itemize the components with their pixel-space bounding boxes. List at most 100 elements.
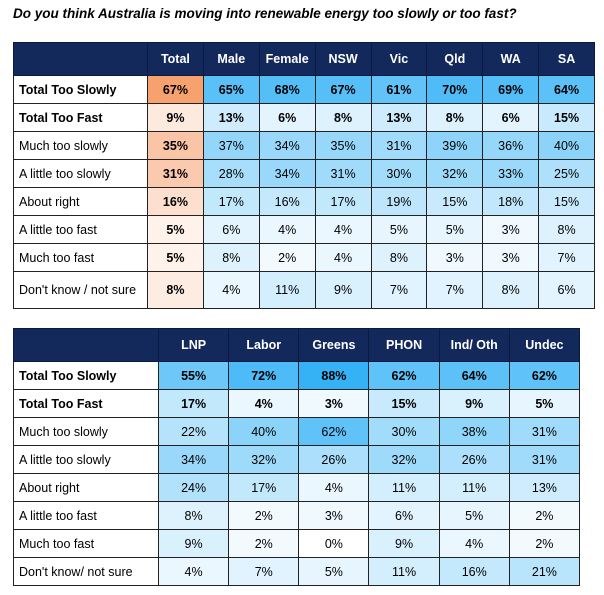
value-cell: 9% — [438, 389, 510, 418]
table-row: About right 24% 17% 4% 11% 11% 13% — [13, 473, 581, 502]
value-cell: 0% — [298, 529, 370, 558]
value-cell: 36% — [482, 131, 540, 160]
value-cell: 3% — [482, 215, 540, 244]
value-cell: 30% — [368, 417, 440, 446]
value-cell: 5% — [438, 501, 510, 530]
column-header: NSW — [314, 42, 372, 76]
value-cell: 88% — [298, 361, 370, 390]
value-cell: 5% — [147, 215, 204, 244]
column-header: PHON — [368, 328, 440, 362]
value-cell: 16% — [147, 187, 204, 216]
value-cell: 18% — [482, 187, 540, 216]
column-header: WA — [482, 42, 540, 76]
row-label: Much too slowly — [13, 417, 159, 446]
table-row: A little too fast 8% 2% 3% 6% 5% 2% — [13, 501, 581, 530]
value-cell: 4% — [228, 389, 300, 418]
value-cell: 38% — [438, 417, 510, 446]
value-cell: 67% — [147, 75, 204, 104]
table-row: A little too fast 5% 6% 4% 4% 5% 5% 3% 8% — [13, 215, 595, 244]
table-row: Total Too Fast 17% 4% 3% 15% 9% 5% — [13, 389, 581, 418]
value-cell: 17% — [157, 389, 230, 418]
row-label: Total Too Slowly — [13, 361, 159, 390]
column-header: Labor — [228, 328, 300, 362]
column-header: Ind/ Oth — [438, 328, 510, 362]
value-cell: 8% — [157, 501, 230, 530]
value-cell: 11% — [258, 271, 316, 309]
value-cell: 15% — [368, 389, 440, 418]
value-cell: 31% — [147, 159, 204, 188]
row-label: Don't know/ not sure — [13, 557, 159, 586]
value-cell: 2% — [228, 529, 300, 558]
value-cell: 34% — [157, 445, 230, 474]
value-cell: 33% — [482, 159, 540, 188]
value-cell: 2% — [258, 243, 316, 272]
value-cell: 34% — [258, 159, 316, 188]
row-label: Don't know / not sure — [13, 271, 148, 309]
value-cell: 7% — [370, 271, 428, 309]
value-cell: 70% — [426, 75, 484, 104]
row-label: A little too fast — [13, 501, 159, 530]
row-label: About right — [13, 187, 148, 216]
table-row: About right 16% 17% 16% 17% 19% 15% 18% 15% — [13, 187, 595, 216]
row-label: Much too fast — [13, 243, 148, 272]
results-by-demographic-table: Total Male Female NSW Vic Qld WA SA Total Too Sl… — [13, 42, 595, 309]
value-cell: 7% — [538, 243, 595, 272]
row-label: Total Too Fast — [13, 103, 148, 132]
table-row: A little too slowly 31% 28% 34% 31% 30% 32% 33%… — [13, 159, 595, 188]
value-cell: 15% — [538, 103, 595, 132]
value-cell: 5% — [426, 215, 484, 244]
table-row: Much too fast 9% 2% 0% 9% 4% 2% — [13, 529, 581, 558]
value-cell: 11% — [368, 473, 440, 502]
value-cell: 31% — [370, 131, 428, 160]
value-cell: 2% — [228, 501, 300, 530]
value-cell: 25% — [538, 159, 595, 188]
value-cell: 4% — [298, 473, 370, 502]
value-cell: 37% — [202, 131, 260, 160]
row-label: Much too slowly — [13, 131, 148, 160]
table-row: Total Too Slowly 55% 72% 88% 62% 64% 62% — [13, 361, 581, 390]
value-cell: 4% — [438, 529, 510, 558]
column-header: Qld — [426, 42, 484, 76]
column-header: Total — [147, 42, 204, 76]
value-cell: 5% — [298, 557, 370, 586]
value-cell: 31% — [508, 417, 581, 446]
column-header: Undec — [508, 328, 581, 362]
value-cell: 68% — [258, 75, 316, 104]
row-label: Much too fast — [13, 529, 159, 558]
value-cell: 30% — [370, 159, 428, 188]
value-cell: 67% — [314, 75, 372, 104]
value-cell: 4% — [258, 215, 316, 244]
column-header: Greens — [298, 328, 370, 362]
value-cell: 5% — [508, 389, 581, 418]
value-cell: 9% — [314, 271, 372, 309]
value-cell: 5% — [147, 243, 204, 272]
row-label: Total Too Slowly — [13, 75, 148, 104]
value-cell: 6% — [202, 215, 260, 244]
value-cell: 4% — [314, 243, 372, 272]
column-header: Male — [202, 42, 260, 76]
value-cell: 13% — [370, 103, 428, 132]
value-cell: 13% — [202, 103, 260, 132]
value-cell: 7% — [228, 557, 300, 586]
value-cell: 8% — [314, 103, 372, 132]
value-cell: 26% — [298, 445, 370, 474]
row-label: About right — [13, 473, 159, 502]
value-cell: 7% — [426, 271, 484, 309]
header-row: LNP Labor Greens PHON Ind/ Oth Undec — [13, 328, 581, 362]
value-cell: 22% — [157, 417, 230, 446]
column-header: LNP — [157, 328, 230, 362]
value-cell: 15% — [538, 187, 595, 216]
value-cell: 3% — [426, 243, 484, 272]
column-header: Vic — [370, 42, 428, 76]
table-row: Total Too Slowly 67% 65% 68% 67% 61% 70% 69% 64% — [13, 75, 595, 104]
row-label: A little too slowly — [13, 159, 148, 188]
table-row: Don't know / not sure 8% 4% 11% 9% 7% 7% 8% 6% — [13, 271, 595, 309]
value-cell: 13% — [508, 473, 581, 502]
value-cell: 28% — [202, 159, 260, 188]
value-cell: 16% — [258, 187, 316, 216]
value-cell: 65% — [202, 75, 260, 104]
value-cell: 4% — [157, 557, 230, 586]
value-cell: 8% — [538, 215, 595, 244]
question-title: Do you think Australia is moving into re… — [13, 6, 517, 21]
table-row: Don't know/ not sure 4% 7% 5% 11% 16% 21% — [13, 557, 581, 586]
